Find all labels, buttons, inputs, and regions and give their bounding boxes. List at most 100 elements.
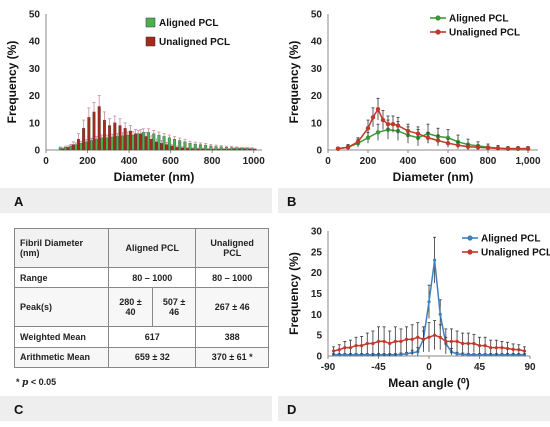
- panel-b-legend-marker: [435, 29, 441, 35]
- panel-b-data-point: [425, 135, 431, 140]
- table-cell: 280 ± 40: [108, 287, 153, 328]
- table-cell: 617: [108, 326, 197, 348]
- panel-d-data-point: [494, 346, 498, 350]
- panel-a-bar: [118, 125, 122, 151]
- footnote-p: p: [22, 378, 29, 388]
- table-row-label: Weighted Mean: [13, 326, 110, 348]
- panel-a-bar: [240, 147, 244, 151]
- table-header-row: Fibril Diameter (nm) Aligned PCL Unalign…: [13, 228, 269, 268]
- panel-b-data-point: [505, 146, 511, 151]
- panel-d-data-point: [483, 353, 487, 357]
- panel-b-data-point: [365, 126, 371, 131]
- panel-b-data-point: [370, 115, 376, 120]
- panel-d-legend-label: Aligned PCL: [481, 234, 540, 245]
- panel-b-band: [278, 188, 550, 213]
- panel-a-bar: [180, 147, 184, 151]
- panel-b-line-chart: 0 10 20 30 40 50 0 200 400 600 800 1,000 Diameter (n…: [287, 10, 541, 185]
- panel-b-y-tick-label: 50: [311, 10, 323, 21]
- table-header-cell: Aligned PCL: [108, 228, 197, 268]
- panel-d-data-point: [416, 335, 420, 339]
- panel-d-y-tick-label: 10: [311, 310, 323, 321]
- panel-d-data-point: [360, 343, 364, 348]
- panel-d-y-tick-label: 5: [316, 331, 322, 342]
- panel-a-bar: [100, 137, 104, 151]
- panel-b-data-point: [380, 117, 386, 123]
- panel-a-bar: [173, 138, 176, 151]
- panel-a-bar: [74, 144, 78, 151]
- panel-a-legend-label: Unaligned PCL: [159, 37, 230, 48]
- panel-a-x-tick-label: 0: [43, 156, 49, 167]
- panel-a-bar: [108, 125, 112, 151]
- panel-a-bar: [191, 148, 195, 151]
- panel-b-x-tick-label: 0: [325, 156, 331, 167]
- fibril-diameter-table: Fibril Diameter (nm) Aligned PCL Unalign…: [13, 228, 269, 369]
- panel-a-x-axis-label: Diameter (nm): [114, 170, 195, 184]
- panel-a-bar: [212, 149, 215, 151]
- panel-d-data-point: [500, 353, 504, 357]
- panel-b-data-point: [365, 135, 371, 140]
- panel-a-bar: [235, 147, 239, 151]
- panel-a-bar: [110, 136, 114, 151]
- table-row: Peak(s) 280 ± 40 507 ± 46 267 ± 46: [13, 287, 269, 328]
- panel-b-x-tick-label: 800: [480, 156, 497, 167]
- panel-a-bar: [204, 144, 208, 151]
- panel-b-data-point: [415, 131, 421, 136]
- table-header-cell: Fibril Diameter (nm): [13, 228, 110, 268]
- panel-d-data-point: [455, 352, 459, 356]
- panel-b-x-tick-label: 200: [360, 156, 377, 167]
- panel-d-data-point: [444, 339, 448, 344]
- panel-a-bar: [79, 143, 83, 151]
- panel-a-bar: [128, 130, 132, 151]
- panel-d-data-point: [505, 346, 510, 351]
- panel-a-bar: [134, 133, 138, 151]
- panel-d-data-point: [477, 343, 482, 348]
- table-cell: 388: [195, 326, 269, 348]
- panel-b-data-point: [375, 107, 381, 112]
- panel-d-data-point: [404, 352, 409, 356]
- panel-a-x-tick-label: 800: [204, 156, 221, 167]
- panel-b-x-tick-label: 400: [400, 156, 417, 167]
- panel-d-x-tick-label: -45: [371, 362, 386, 373]
- panel-d-line-chart: 0 5 10 15 20 25 30 -90 -45 0 45 90 Mean angle (⁰) Fre…: [287, 227, 550, 391]
- panel-d-x-axis-label: Mean angle (⁰): [388, 376, 470, 390]
- panel-a-bar: [69, 145, 73, 151]
- panel-d-data-point: [433, 258, 437, 262]
- panel-a-bar: [178, 140, 182, 151]
- panel-a-bar: [71, 144, 75, 151]
- panel-a-x-tick-label: 600: [162, 156, 179, 167]
- panel-b-data-point: [525, 146, 531, 151]
- panel-d-x-tick-label: 90: [524, 362, 536, 373]
- panel-d-data-point: [500, 346, 504, 350]
- panel-b-x-axis-label: Diameter (nm): [393, 170, 474, 184]
- panel-a-bar: [175, 147, 179, 151]
- panel-label-d: D: [287, 402, 296, 417]
- panel-a-bar: [82, 128, 86, 151]
- panel-a-bar: [188, 143, 192, 151]
- panel-a-bar: [115, 136, 119, 151]
- panel-a-bar: [144, 136, 148, 151]
- panel-d-x-tick-label: 45: [474, 362, 486, 373]
- panel-a-bar: [219, 146, 223, 151]
- panel-b-data-point: [345, 145, 351, 150]
- panel-d-y-tick-label: 0: [316, 352, 322, 363]
- panel-a-bar: [217, 149, 221, 151]
- panel-a-bar: [64, 147, 67, 151]
- panel-a-bar: [209, 145, 213, 151]
- panel-d-data-point: [388, 341, 392, 346]
- panel-d-y-tick-label: 30: [311, 227, 323, 238]
- panel-a-bar: [237, 148, 241, 151]
- panel-d-data-point: [466, 353, 470, 357]
- panel-a-y-axis-label: Frequency (%): [5, 41, 19, 124]
- panel-label-b: B: [287, 194, 296, 209]
- table-header-cell: Unaligned PCL: [195, 228, 269, 268]
- panel-a-bar: [105, 137, 109, 151]
- panel-a-bar: [253, 149, 257, 151]
- panel-d-data-point: [449, 339, 454, 344]
- significance-footnote: * p < 0.05: [16, 377, 56, 388]
- panel-d-data-point: [421, 337, 425, 341]
- panel-d-data-point: [438, 312, 442, 316]
- panel-a-bar: [139, 133, 143, 151]
- panel-a-bar: [224, 147, 228, 151]
- panel-a-legend-swatch: [145, 36, 156, 47]
